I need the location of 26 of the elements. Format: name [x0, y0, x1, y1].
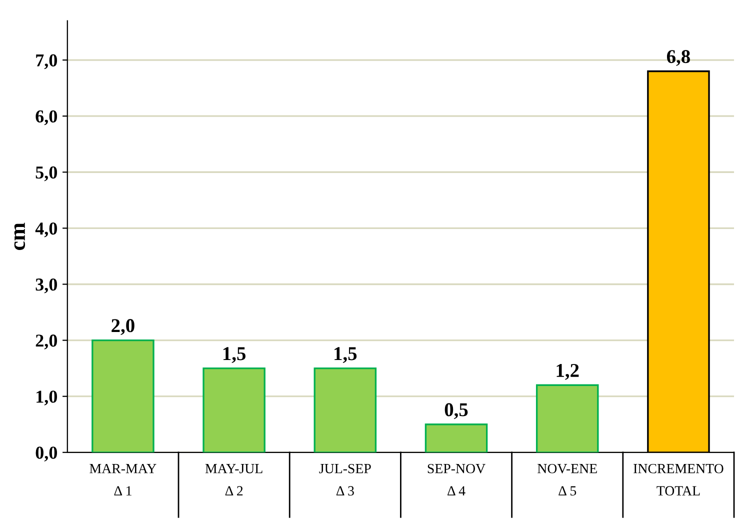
y-tick-label: 4,0 [35, 222, 57, 238]
data-label: 0,5 [444, 403, 468, 420]
x-tick-label: MAR-MAY Δ 1 [90, 464, 156, 496]
x-tick-label: MAY-JUL Δ 2 [205, 464, 262, 496]
bar [424, 424, 488, 452]
data-label: 1,5 [334, 347, 357, 364]
bar [92, 339, 154, 452]
y-tick-label: 5,0 [36, 166, 57, 182]
y-tick-label: 6,0 [36, 110, 57, 126]
bar [314, 367, 377, 452]
y-tick-label: 1,0 [36, 390, 57, 406]
y-tick-label: 2,0 [36, 334, 57, 350]
y-tick-label: 3,0 [36, 278, 57, 294]
y-axis-title: cm [14, 222, 26, 250]
y-tick-label: 7,0 [36, 54, 57, 70]
x-tick-label: SEP-NOV Δ 4 [428, 464, 486, 496]
bar [202, 367, 266, 452]
data-label: 1,5 [223, 347, 246, 364]
x-tick-label: NOV-ENE Δ 5 [538, 464, 597, 496]
data-label: 1,2 [556, 364, 579, 380]
y-tick-label: 0,0 [36, 446, 57, 462]
data-label: 2,0 [112, 319, 134, 335]
data-label: 6,8 [666, 50, 690, 66]
bar [536, 384, 599, 452]
x-tick-label: JUL-SEP Δ 3 [319, 464, 371, 496]
x-tick-label: INCREMENTO TOTAL [634, 464, 724, 496]
